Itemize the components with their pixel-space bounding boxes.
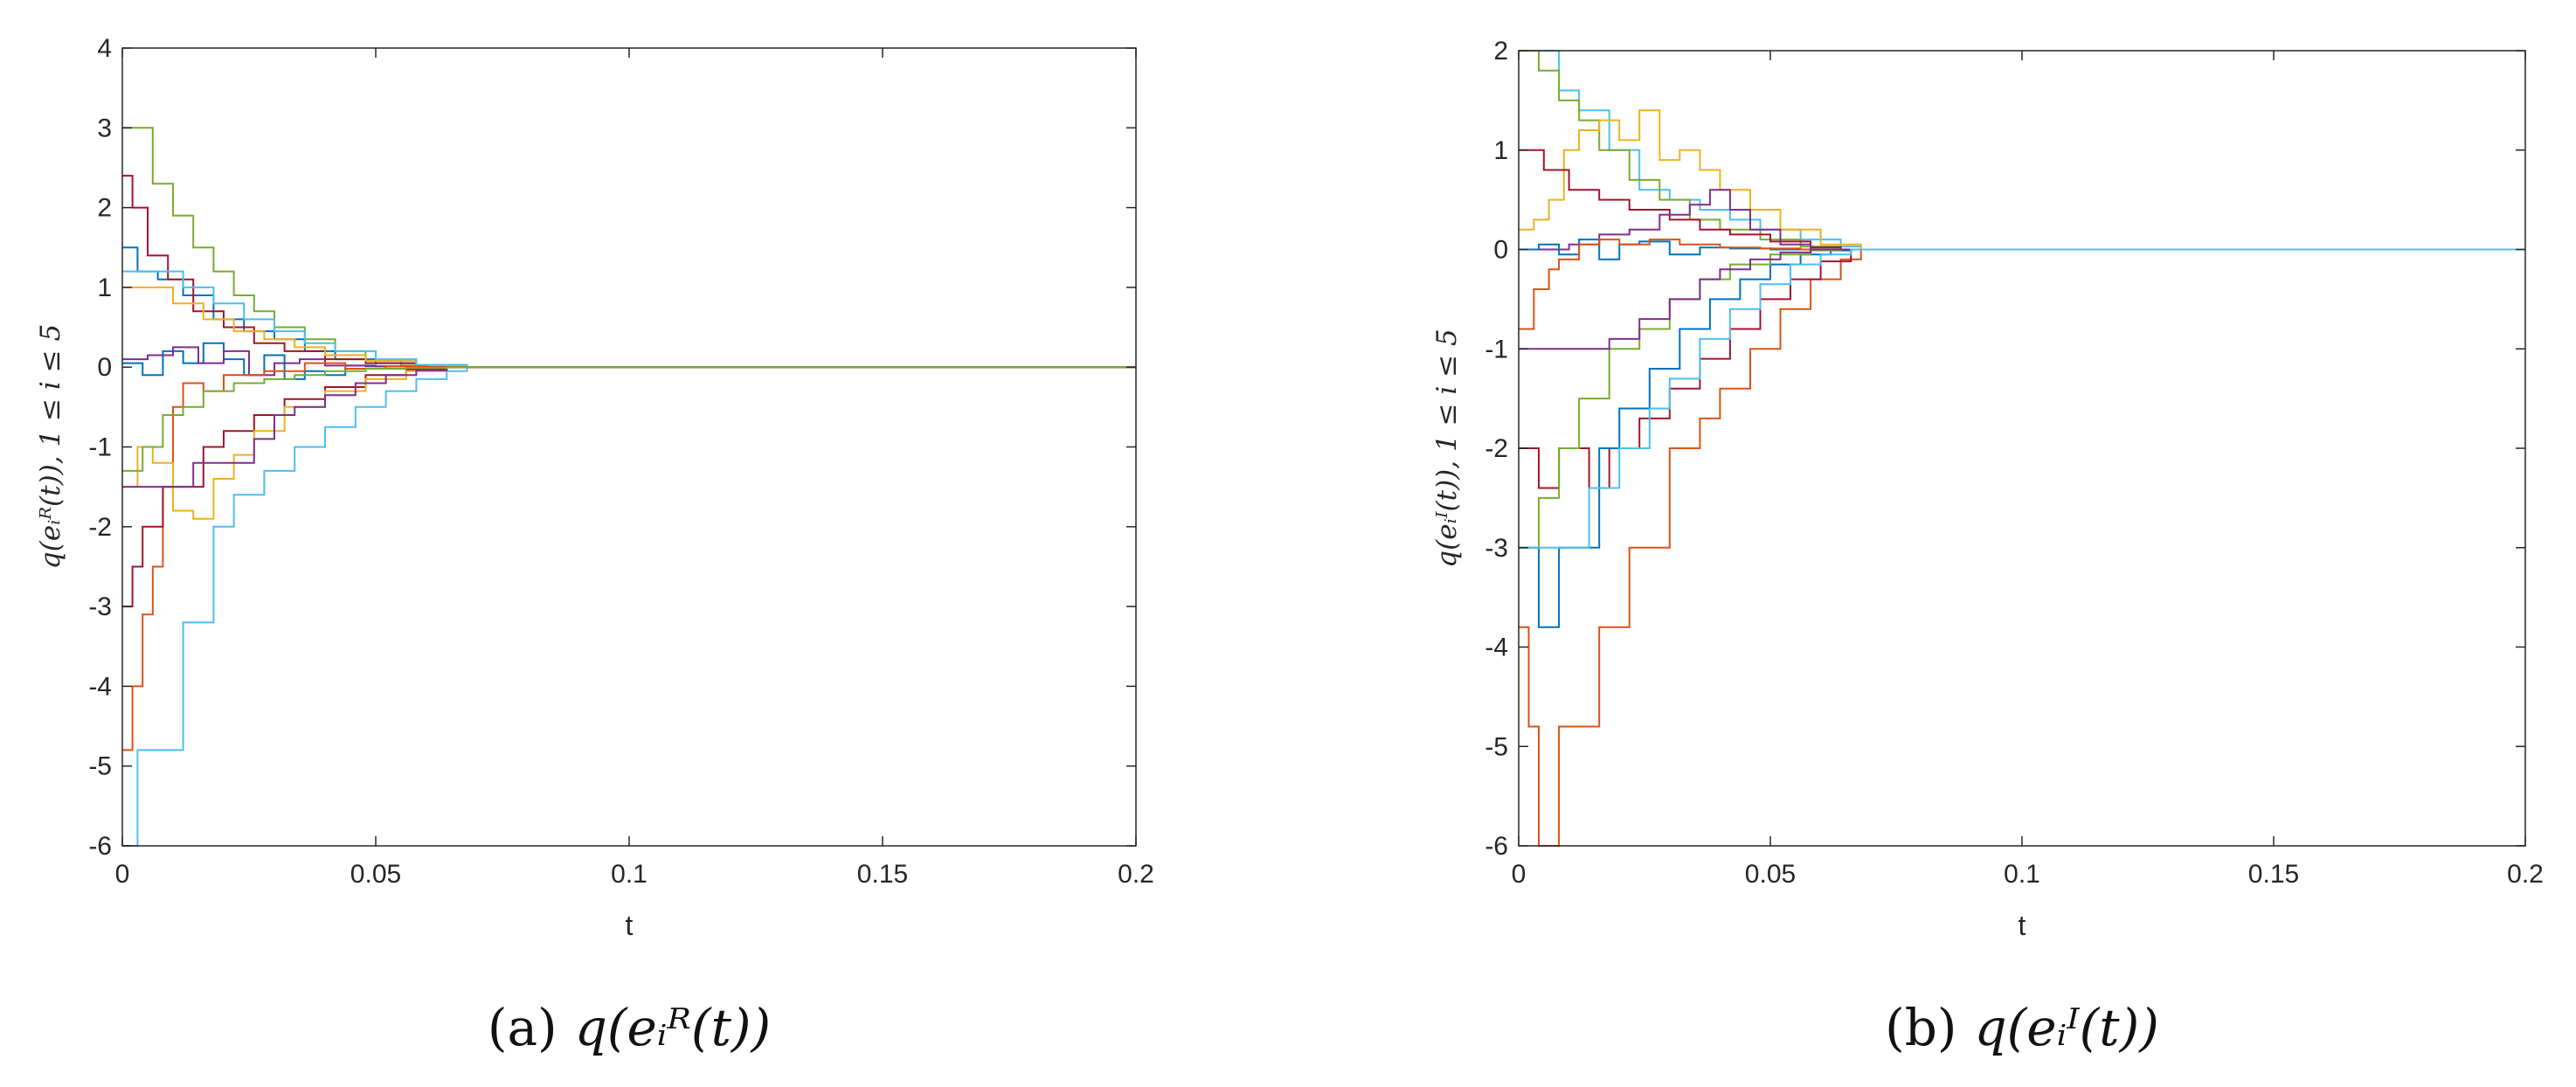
panel-a-ytick-label: -5 (88, 752, 112, 781)
panel-b-ytick-label: 0 (1493, 236, 1508, 265)
panel-a-xtick-label: 0.1 (611, 860, 647, 889)
panel-a-series-line-s11 (122, 366, 1136, 520)
panel-a-ytick-label: -6 (88, 832, 112, 861)
panel-a-series-line-s9 (122, 366, 1136, 847)
panel-a-xtick-label: 0 (115, 860, 130, 889)
panel-b: 0 0.05 0.1 0.15 0.2 2 1 0 -1 -2 -3 -4 -5 -6 t q(eᵢᴵ(t… (1431, 37, 2544, 1057)
panel-b-xtick-label: 0.2 (2507, 860, 2544, 889)
panel-a-ytick-label: -2 (88, 513, 112, 542)
panel-a-series-line-s13 (122, 366, 1136, 472)
panel-a-xlabel: t (626, 910, 634, 941)
panel-b-ytick-label: 2 (1493, 37, 1508, 66)
panel-b-ytick-label: -3 (1485, 534, 1508, 563)
panel-a-ticks: 0 0.05 0.1 0.15 0.2 4 3 2 1 0 -1 -2 -3 -4 -5 -6 (88, 34, 1154, 889)
panel-b-ytick-label: 1 (1493, 136, 1508, 165)
panel-a-ytick-label: -3 (88, 592, 112, 621)
panel-a-caption-prefix: (a) (488, 998, 557, 1057)
panel-a-caption-math: q(eᵢᴿ(t)) (575, 998, 771, 1057)
panel-b-series-line-s7 (1519, 239, 2525, 330)
panel-b-xtick-label: 0.1 (2004, 860, 2040, 889)
panel-b-ylabel: q(eᵢᴵ(t)), 1 ≤ i ≤ 5 (1431, 329, 1463, 567)
panel-a-xtick-label: 0.05 (350, 860, 401, 889)
panel-b-series-line-s1 (1519, 50, 2525, 251)
panel-a-series-line-s5 (122, 270, 1136, 369)
panel-a-series-line-s12 (122, 366, 1136, 488)
panel-a-xtick-label: 0.2 (1118, 860, 1154, 889)
panel-a-ytick-label: -4 (88, 672, 112, 701)
panel-b-xtick-label: 0 (1512, 860, 1527, 889)
panel-b-series-line-s3 (1519, 109, 2525, 251)
panel-a-ytick-label: 1 (97, 273, 112, 302)
panel-b-ytick-label: -4 (1485, 634, 1508, 662)
panel-a-ytick-label: 2 (97, 194, 112, 223)
panel-a-caption: (a) q(eᵢᴿ(t)) (488, 998, 771, 1057)
panel-b-series-line-s12 (1519, 248, 2525, 350)
panel-a-ylabel: q(eᵢᴿ(t)), 1 ≤ i ≤ 5 (35, 324, 66, 569)
panel-b-ytick-label: -5 (1485, 732, 1508, 761)
panel-b-xtick-label: 0.05 (1745, 860, 1796, 889)
panel-b-caption: (b) q(eᵢᴵ(t)) (1885, 998, 2159, 1057)
panel-a-ytick-label: 3 (97, 114, 112, 142)
panel-b-xtick-label: 0.15 (2248, 860, 2299, 889)
panel-b-ytick-label: -1 (1485, 335, 1508, 363)
panel-b-caption-math: q(eᵢᴵ(t)) (1975, 998, 2159, 1057)
panel-b-series-line-s4 (1519, 149, 2525, 251)
panel-b-caption-prefix: (b) (1885, 998, 1956, 1057)
panel-b-ticks: 0 0.05 0.1 0.15 0.2 2 1 0 -1 -2 -3 -4 -5 -6 (1485, 37, 2544, 889)
panel-b-series-line-s13 (1519, 248, 2525, 549)
panel-a: 0 0.05 0.1 0.15 0.2 4 3 2 1 0 -1 -2 -3 -4 -5 -6 t q(eᵢᴿ… (35, 34, 1154, 1057)
panel-a-series (122, 127, 1136, 847)
panel-a-xtick-label: 0.15 (857, 860, 908, 889)
panel-b-ytick-label: -6 (1485, 832, 1508, 861)
panel-b-xlabel: t (2019, 910, 2026, 941)
panel-b-ytick-label: -2 (1485, 434, 1508, 463)
panel-a-ytick-label: 0 (97, 353, 112, 382)
panel-a-ytick-label: 4 (97, 34, 112, 63)
panel-a-ytick-label: -1 (88, 433, 112, 462)
